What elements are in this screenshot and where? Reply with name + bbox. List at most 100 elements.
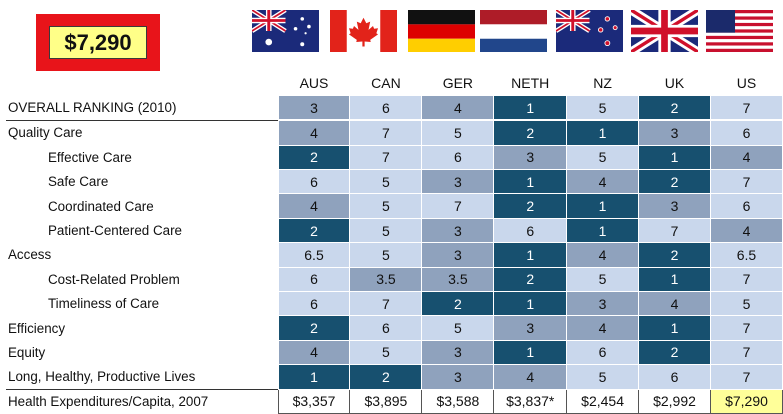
- table-row: Health Expenditures/Capita, 2007 $3,357 $3…: [6, 388, 783, 414]
- rank-cell: 7: [709, 339, 783, 366]
- rank-cell: 2: [277, 315, 351, 341]
- australia-flag-icon: [252, 10, 319, 52]
- column-header: NETH: [511, 75, 550, 92]
- rank-cell: 4: [638, 291, 711, 317]
- rank-cell: 1: [493, 94, 568, 122]
- rank-cell: 7: [638, 217, 711, 244]
- rank-cell: 3.5: [349, 266, 423, 293]
- rank-cell: 5: [349, 169, 423, 195]
- rank-cell: 5: [566, 266, 640, 293]
- rank-cell: 6: [709, 119, 783, 146]
- table-row: Efficiency 2 6 5 3 4 1 7: [6, 315, 783, 341]
- table-row: Coordinated Care 4 5 7 2 1 3 6: [6, 193, 783, 219]
- rank-cell: 1: [277, 364, 351, 390]
- rank-cell: 1: [493, 242, 568, 268]
- rank-cell: 2: [493, 266, 568, 293]
- rank-cell: 3: [638, 193, 711, 219]
- us-spending-highlight-box: $7,290: [36, 14, 160, 71]
- rank-cell: $2,454: [566, 388, 640, 414]
- row-label: Effective Care: [48, 149, 132, 165]
- rank-cell: $7,290: [709, 388, 783, 414]
- rank-cell: 6.5: [277, 242, 351, 268]
- rank-cell: 4: [709, 144, 783, 171]
- table-row: Long, Healthy, Productive Lives 1 2 3 4 5 6 7: [6, 364, 783, 390]
- rank-cell: 4: [493, 364, 568, 390]
- rank-cell: 1: [493, 291, 568, 317]
- rank-cell: 6: [493, 217, 568, 244]
- row-label: Efficiency: [8, 320, 66, 336]
- rank-cell: 1: [638, 144, 711, 171]
- column-header: AUS: [299, 75, 329, 92]
- us-spending-value: $7,290: [49, 26, 147, 59]
- rank-cell: 2: [421, 291, 495, 317]
- rank-cell: 4: [277, 339, 351, 366]
- rank-cell: 4: [277, 193, 351, 219]
- rank-cell: 4: [566, 242, 640, 268]
- us-flag-icon: [706, 10, 773, 52]
- rank-cell: 5: [566, 94, 640, 122]
- rank-cell: 1: [493, 339, 568, 366]
- rank-cell: 2: [638, 242, 711, 268]
- column-header: UK: [664, 75, 685, 92]
- rank-cell: 2: [277, 144, 351, 171]
- rank-cell: 5: [349, 339, 423, 366]
- table-row: Timeliness of Care 6 7 2 1 3 4 5: [6, 291, 783, 317]
- rank-cell: 5: [566, 144, 640, 171]
- rank-cell: 6: [709, 193, 783, 219]
- rank-cell: $3,895: [349, 388, 423, 414]
- rank-cell: 4: [709, 217, 783, 244]
- rank-cell: 2: [638, 339, 711, 366]
- rank-cell: 7: [709, 364, 783, 390]
- rank-cell: 2: [638, 94, 711, 122]
- rank-cell: 5: [421, 315, 495, 341]
- rank-cell: 4: [566, 169, 640, 195]
- column-header: US: [736, 75, 757, 92]
- rank-cell: 4: [277, 119, 351, 146]
- rank-cell: 7: [349, 119, 423, 146]
- rank-cell: 6: [421, 144, 495, 171]
- rank-cell: 5: [566, 364, 640, 390]
- row-label: Equity: [8, 344, 46, 360]
- canada-flag-icon: [330, 10, 397, 52]
- row-label: Safe Care: [48, 174, 109, 190]
- rank-cell: 5: [421, 119, 495, 146]
- rank-cell: 7: [709, 169, 783, 195]
- rank-cell: 2: [493, 193, 568, 219]
- row-label: Long, Healthy, Productive Lives: [8, 369, 196, 385]
- table-row: Access 6.5 5 3 1 4 2 6.5: [6, 242, 783, 268]
- row-label: Coordinated Care: [48, 198, 154, 214]
- rank-cell: 3: [421, 364, 495, 390]
- rank-cell: 6: [277, 266, 351, 293]
- netherlands-flag-icon: [480, 10, 547, 52]
- country-ranking-table: AUS CAN GER NETH NZ UK US OVERALL RANKIN…: [6, 72, 783, 414]
- rank-cell: $3,357: [277, 388, 351, 414]
- row-label: Quality Care: [8, 125, 83, 141]
- rank-cell: 7: [421, 193, 495, 219]
- rank-cell: 3: [421, 339, 495, 366]
- rank-cell: $2,992: [638, 388, 711, 414]
- rank-cell: 1: [566, 217, 640, 244]
- table-row: Quality Care 4 7 5 2 1 3 6: [6, 119, 783, 146]
- rank-cell: 5: [709, 291, 783, 317]
- rank-cell: 6: [638, 364, 711, 390]
- table-row: Safe Care 6 5 3 1 4 2 7: [6, 169, 783, 195]
- row-label: Patient-Centered Care: [48, 223, 182, 239]
- rank-cell: 6.5: [709, 242, 783, 268]
- uk-flag-icon: [631, 10, 698, 52]
- rank-cell: 3.5: [421, 266, 495, 293]
- rank-cell: 1: [566, 193, 640, 219]
- rank-cell: 6: [566, 339, 640, 366]
- rank-cell: 4: [566, 315, 640, 341]
- rank-cell: 1: [638, 315, 711, 341]
- rank-cell: $3,588: [421, 388, 495, 414]
- rank-cell: 6: [349, 315, 423, 341]
- rank-cell: 7: [709, 266, 783, 293]
- column-header-row: AUS CAN GER NETH NZ UK US: [6, 72, 783, 95]
- row-header-spacer: [6, 72, 278, 95]
- table-body: OVERALL RANKING (2010) 3 6 4 1 5 2 7 Quality Car…: [6, 94, 783, 414]
- table-row: Patient-Centered Care 2 5 3 6 1 7 4: [6, 217, 783, 244]
- rank-cell: 1: [493, 169, 568, 195]
- rank-cell: 1: [566, 119, 640, 146]
- rank-cell: 2: [349, 364, 423, 390]
- table-row: Cost-Related Problem 6 3.5 3.5 2 5 1 7: [6, 266, 783, 293]
